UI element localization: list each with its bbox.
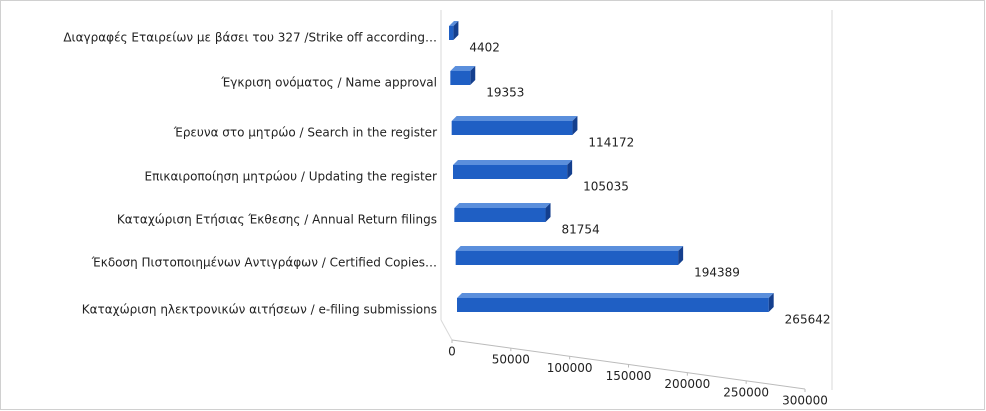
bar-end — [768, 293, 774, 312]
y-tick-label: Έκδοση Πιστοποιημένων Αντιγράφων / Certi… — [91, 256, 437, 270]
bar — [453, 165, 568, 179]
y-tick-label: Καταχώριση Ετήσιας Έκθεσης / Annual Retu… — [117, 213, 437, 227]
bar-end — [572, 116, 578, 135]
value-label: 105035 — [583, 180, 629, 194]
y-tick-label: Έρευνα στο μητρώο / Search in the regist… — [173, 126, 437, 140]
value-label: 265642 — [785, 313, 831, 327]
value-label: 4402 — [469, 41, 500, 55]
bar-top — [457, 293, 774, 298]
bar-end — [678, 246, 684, 265]
bar-end — [453, 21, 459, 40]
bar-top — [454, 203, 551, 208]
x-tick-label: 200000 — [664, 377, 710, 391]
value-label: 81754 — [562, 223, 600, 237]
bar — [457, 298, 769, 312]
bar — [454, 208, 546, 222]
bar-top — [449, 21, 459, 26]
bar-end — [545, 203, 551, 222]
y-tick-label: Έγκριση ονόματος / Name approval — [220, 76, 437, 90]
value-label: 19353 — [486, 86, 524, 100]
bar-top — [453, 160, 573, 165]
y-tick-label: Διαγραφές Εταιρείων με βάσει του 327 /St… — [63, 31, 437, 45]
y-tick-label: Επικαιροποίηση μητρώου / Updating the re… — [145, 170, 438, 184]
value-label: 194389 — [694, 266, 740, 280]
bar — [455, 251, 679, 265]
bar — [451, 121, 573, 135]
x-tick-label: 250000 — [723, 385, 769, 399]
x-tick-label: 50000 — [492, 353, 530, 367]
bar-end — [567, 160, 573, 179]
bar-end — [470, 66, 476, 85]
bar-top — [451, 116, 578, 121]
bar-top — [450, 66, 476, 71]
x-tick-label: 150000 — [606, 369, 652, 383]
bar — [450, 71, 471, 85]
value-label: 114172 — [588, 136, 634, 150]
bar-top — [455, 246, 684, 251]
x-tick-label: 0 — [448, 345, 456, 359]
y-tick-label: Καταχώριση ηλεκτρονικών αιτήσεων / e-fil… — [82, 303, 437, 317]
x-tick-label: 300000 — [782, 394, 828, 408]
bar — [449, 26, 454, 40]
floor-edge — [440, 319, 453, 341]
x-tick-label: 100000 — [547, 361, 593, 375]
